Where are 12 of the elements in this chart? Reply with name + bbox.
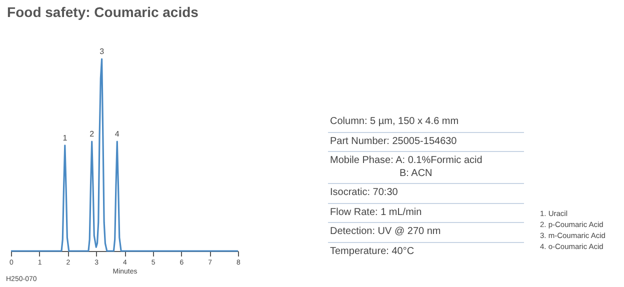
- text: Isocratic: 70:30: [328, 184, 524, 204]
- annotation: 2: [90, 130, 95, 139]
- text: Part Number: 25005-154630: [328, 132, 524, 152]
- text: Temperature: 40°C: [329, 244, 416, 258]
- annotation: 4: [114, 130, 120, 139]
- text: Detection: UV @ 270 nm: [328, 223, 524, 242]
- text: Column: 5 µm, 150 x 4.6 mm: [328, 113, 524, 132]
- chart-title: Food safety: Coumaric acids: [7, 4, 199, 20]
- text: Mobile Phase: A: 0.1%Formic acid B: ACN: [328, 152, 524, 184]
- annotation: 3: [100, 47, 105, 56]
- text: Flow Rate: 1 mL/min: [328, 204, 524, 223]
- annotation: 1: [62, 133, 68, 142]
